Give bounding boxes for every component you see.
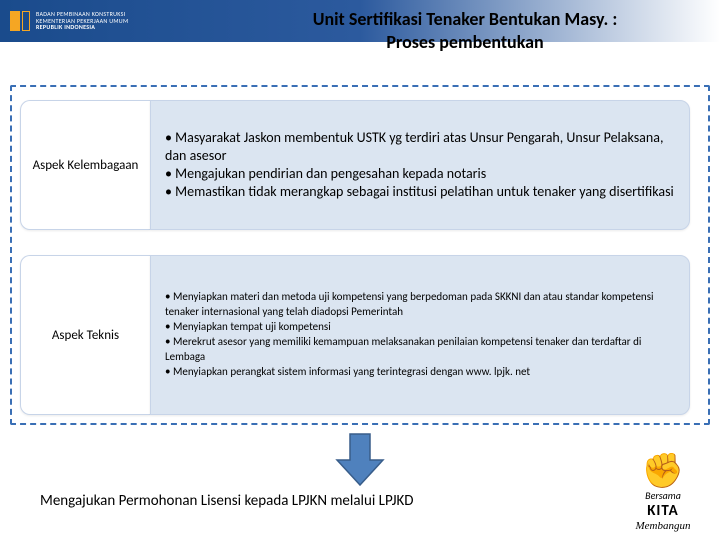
footer-logo: ✊ Bersama KITA Membangun: [618, 462, 708, 532]
section-label: Aspek Teknis: [20, 255, 150, 415]
section-label: Aspek Kelembagaan: [20, 100, 150, 230]
section-teknis: Aspek Teknis • Menyiapkan materi dan met…: [20, 255, 690, 415]
section-content: • Masyarakat Jaskon membentuk USTK yg te…: [150, 100, 690, 230]
conclusion-text: Mengajukan Permohonan Lisensi kepada LPJ…: [40, 492, 414, 510]
header-logo: BADAN PEMBINAAN KONSTRUKSI KEMENTERIAN P…: [10, 11, 128, 31]
fist-icon: ✊: [642, 455, 684, 489]
logo-mark: [10, 11, 30, 31]
org-text: BADAN PEMBINAAN KONSTRUKSI KEMENTERIAN P…: [36, 11, 128, 31]
section-content: • Menyiapkan materi dan metoda uji kompe…: [150, 255, 690, 415]
section-kelembagaan: Aspek Kelembagaan • Masyarakat Jaskon me…: [20, 100, 690, 230]
arrow-down-icon: [335, 432, 385, 492]
page-title: Unit Sertifikasi Tenaker Bentukan Masy. …: [230, 8, 700, 53]
